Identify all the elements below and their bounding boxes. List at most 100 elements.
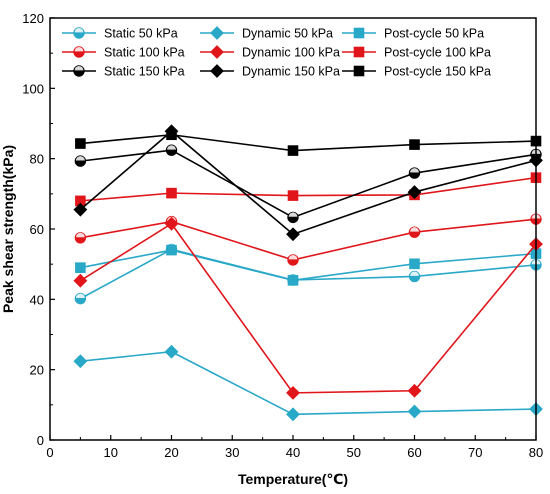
series-2-point-2 bbox=[287, 275, 299, 286]
series-1 bbox=[73, 344, 543, 422]
x-tick-label-0: 0 bbox=[46, 445, 53, 460]
legend-marker-6 bbox=[73, 65, 85, 77]
axes: 0 10 20 30 40 50 60 70 80 0 20 40 60 80 100 120 bbox=[22, 11, 543, 460]
series-line-8 bbox=[80, 133, 537, 152]
x-tick-label-8: 80 bbox=[529, 445, 543, 460]
series-3-point-2 bbox=[287, 254, 299, 266]
legend-item-8: Post-cycle 150 kPa bbox=[342, 65, 491, 79]
series-6-point-1 bbox=[165, 144, 178, 156]
x-tick-label-1: 10 bbox=[104, 445, 118, 460]
series-4-point-2 bbox=[286, 385, 300, 400]
legend-marker-8 bbox=[353, 65, 365, 77]
series-5-point-1 bbox=[166, 187, 177, 199]
legend-marker-1 bbox=[210, 26, 224, 40]
series-6-point-2-highlight bbox=[288, 212, 298, 217]
legend-label-6: Static 150 kPa bbox=[104, 65, 185, 79]
legend-marker-3 bbox=[73, 46, 85, 58]
series-6-point-2 bbox=[287, 211, 299, 224]
y-tick-label-2: 40 bbox=[30, 292, 44, 307]
series-3-point-0-highlight bbox=[75, 232, 85, 238]
legend-label-8: Post-cycle 150 kPa bbox=[384, 65, 491, 79]
series-6 bbox=[74, 144, 542, 224]
legend-marker-7 bbox=[210, 64, 224, 78]
series-6-point-0-highlight bbox=[75, 156, 85, 161]
y-tick-label-4: 80 bbox=[30, 152, 44, 167]
legend-marker-4 bbox=[210, 45, 224, 59]
series-4-point-3 bbox=[407, 383, 422, 398]
legend-label-2: Post-cycle 50 kPa bbox=[384, 27, 484, 41]
legend-item-2: Post-cycle 50 kPa bbox=[342, 27, 484, 41]
legend-label-7: Dynamic 150 kPa bbox=[242, 65, 340, 79]
legend-label-4: Dynamic 100 kPa bbox=[242, 46, 340, 60]
series-2-point-0 bbox=[75, 262, 86, 273]
series-6-point-3-highlight bbox=[410, 168, 419, 173]
x-tick-label-3: 30 bbox=[225, 445, 239, 460]
series-1-point-1 bbox=[164, 344, 179, 359]
y-tick-label-0: 0 bbox=[37, 433, 44, 448]
legend-item-4: Dynamic 100 kPa bbox=[200, 45, 340, 60]
series-3-point-2-highlight bbox=[288, 254, 298, 260]
series-0 bbox=[74, 243, 542, 305]
legend-label-5: Post-cycle 100 kPa bbox=[384, 46, 491, 60]
y-tick-label-3: 60 bbox=[30, 222, 44, 237]
legend-label-3: Static 100 kPa bbox=[104, 46, 185, 60]
series-6-point-3 bbox=[408, 167, 421, 179]
y-tick-label-1: 20 bbox=[30, 363, 44, 378]
series-7-point-0 bbox=[73, 202, 88, 217]
series-5-point-2 bbox=[287, 190, 299, 201]
series-8-point-1 bbox=[166, 129, 177, 141]
y-tick-label-5: 100 bbox=[22, 81, 44, 96]
legend-item-7: Dynamic 150 kPa bbox=[200, 64, 340, 79]
series-7-point-3 bbox=[407, 185, 422, 199]
series-8 bbox=[75, 129, 542, 156]
series-7-point-2 bbox=[286, 227, 300, 242]
series-line-7 bbox=[79, 130, 537, 236]
plot-area bbox=[73, 124, 543, 422]
legend-marker-2 bbox=[353, 27, 365, 39]
series-6-point-0 bbox=[74, 155, 87, 167]
legend-marker-6-highlight bbox=[74, 66, 84, 71]
series-3-point-3-highlight bbox=[410, 227, 419, 232]
legend-item-1: Dynamic 50 kPa bbox=[200, 26, 333, 41]
series-0-point-3-highlight bbox=[410, 271, 419, 276]
series-2-point-1 bbox=[166, 244, 177, 256]
legend-item-6: Static 150 kPa bbox=[62, 65, 185, 79]
x-tick-label-2: 20 bbox=[164, 445, 178, 460]
series-line-2 bbox=[80, 249, 537, 282]
series-8-point-2 bbox=[287, 145, 299, 156]
series-1-point-2 bbox=[286, 407, 300, 422]
legend-label-1: Dynamic 50 kPa bbox=[242, 27, 333, 41]
x-tick-label-6: 60 bbox=[407, 445, 421, 460]
series-line-6 bbox=[80, 149, 537, 219]
legend-item-3: Static 100 kPa bbox=[62, 46, 185, 60]
series-1-point-3 bbox=[407, 404, 422, 419]
series-6-point-1-highlight bbox=[167, 145, 176, 150]
series-8-point-3 bbox=[409, 139, 420, 150]
x-tick-label-5: 50 bbox=[347, 445, 361, 460]
series-4-point-1 bbox=[164, 216, 179, 231]
series-4 bbox=[73, 216, 543, 400]
legend-marker-0-highlight bbox=[74, 28, 84, 33]
series-3-point-0 bbox=[74, 232, 87, 244]
x-axis-title: Temperature(℃) bbox=[238, 471, 348, 487]
legend: Static 50 kPa Dynamic 50 kPa Post-cycle 50… bbox=[62, 26, 491, 79]
series-2-point-3 bbox=[409, 258, 420, 270]
x-tick-label-4: 40 bbox=[286, 445, 300, 460]
y-tick-label-6: 120 bbox=[22, 11, 44, 26]
series-0-point-0-highlight bbox=[75, 293, 85, 299]
series-line-5 bbox=[80, 176, 537, 202]
series-1-point-0 bbox=[73, 354, 88, 369]
series-0-point-3 bbox=[408, 270, 421, 283]
series-3-point-3 bbox=[408, 226, 421, 238]
x-tick-label-7: 70 bbox=[468, 445, 482, 460]
legend-item-5: Post-cycle 100 kPa bbox=[342, 46, 491, 60]
y-axis-title: Peak shear strength(kPa) bbox=[0, 145, 16, 313]
legend-item-0: Static 50 kPa bbox=[62, 27, 178, 41]
series-4-point-0 bbox=[73, 273, 88, 288]
legend-label-0: Static 50 kPa bbox=[104, 27, 178, 41]
legend-marker-0 bbox=[73, 27, 85, 39]
series-line-4 bbox=[79, 222, 537, 394]
series-8-point-0 bbox=[75, 138, 86, 149]
legend-marker-3-highlight bbox=[74, 47, 84, 52]
